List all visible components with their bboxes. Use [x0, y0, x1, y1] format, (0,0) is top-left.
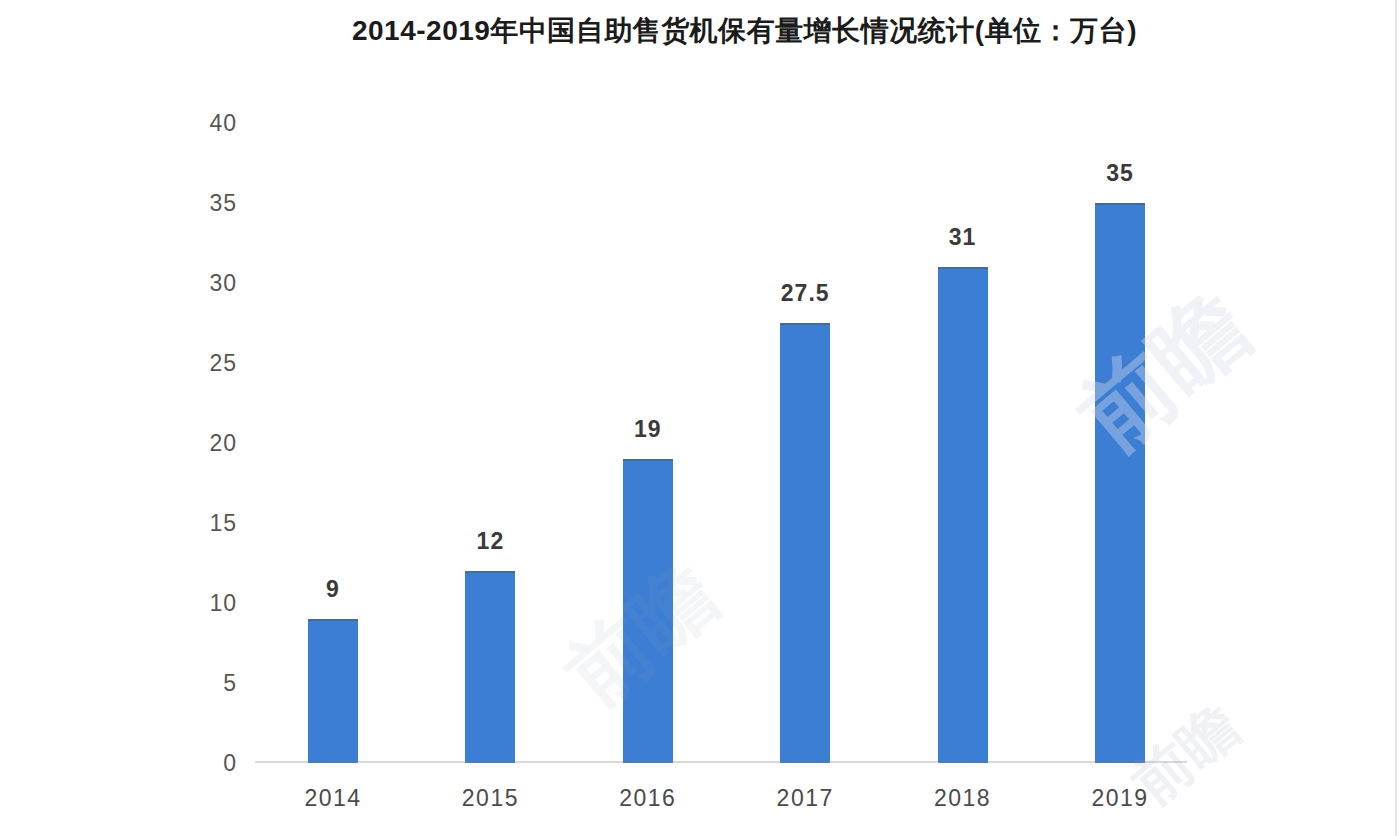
bar-value-label: 27.5 — [745, 279, 865, 307]
bar-value-label: 35 — [1060, 159, 1180, 187]
bar-value-label: 12 — [430, 527, 550, 555]
y-tick-label: 20 — [155, 429, 237, 457]
y-tick-label: 0 — [155, 749, 237, 777]
chart-title: 2014-2019年中国自助售货机保有量增长情况统计(单位：万台) — [0, 12, 1400, 50]
bar-value-label: 9 — [273, 575, 393, 603]
bar-2018 — [938, 267, 988, 763]
y-tick-label: 5 — [155, 669, 237, 697]
bar-2019 — [1095, 203, 1145, 763]
bar-2015 — [465, 571, 515, 763]
y-tick-label: 10 — [155, 589, 237, 617]
x-tick-label-2014: 2014 — [263, 784, 403, 812]
bar-value-label: 31 — [903, 223, 1023, 251]
bar-2016 — [623, 459, 673, 763]
x-tick-label-2016: 2016 — [578, 784, 718, 812]
x-tick-label-2015: 2015 — [420, 784, 560, 812]
x-tick-label-2019: 2019 — [1050, 784, 1190, 812]
y-tick-label: 15 — [155, 509, 237, 537]
right-edge-line — [1395, 0, 1397, 836]
y-tick-label: 30 — [155, 269, 237, 297]
bar-value-label: 19 — [588, 415, 708, 443]
y-tick-label: 25 — [155, 349, 237, 377]
y-tick-label: 35 — [155, 189, 237, 217]
bar-2014 — [308, 619, 358, 763]
bar-2017 — [780, 323, 830, 763]
x-tick-label-2018: 2018 — [893, 784, 1033, 812]
bar-chart: 2014-2019年中国自助售货机保有量增长情况统计(单位：万台) 0 5 10 15… — [0, 0, 1400, 836]
watermark: 前瞻 — [1054, 265, 1275, 478]
y-tick-label: 40 — [155, 109, 237, 137]
x-tick-label-2017: 2017 — [735, 784, 875, 812]
x-axis-line — [255, 761, 1187, 763]
